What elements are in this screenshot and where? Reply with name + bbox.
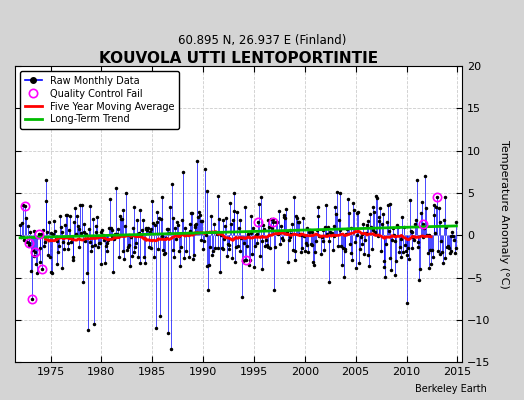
Title: KOUVOLA UTTI LENTOPORTINTIE: KOUVOLA UTTI LENTOPORTINTIE bbox=[99, 51, 378, 66]
Text: Berkeley Earth: Berkeley Earth bbox=[416, 384, 487, 394]
Text: 60.895 N, 26.937 E (Finland): 60.895 N, 26.937 E (Finland) bbox=[178, 34, 346, 47]
Y-axis label: Temperature Anomaly (°C): Temperature Anomaly (°C) bbox=[499, 140, 509, 288]
Legend: Raw Monthly Data, Quality Control Fail, Five Year Moving Average, Long-Term Tren: Raw Monthly Data, Quality Control Fail, … bbox=[20, 71, 179, 129]
